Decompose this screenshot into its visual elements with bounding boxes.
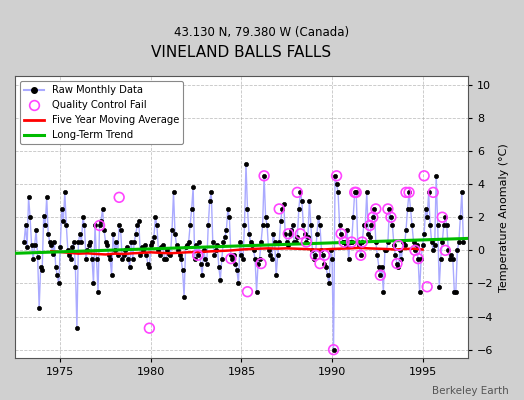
Point [411, 247, 419, 254]
Point [405, 189, 413, 196]
Point [293, 189, 301, 196]
Point [145, 325, 154, 331]
Legend: Raw Monthly Data, Quality Control Fail, Five Year Moving Average, Long-Term Tren: Raw Monthly Data, Quality Control Fail, … [20, 82, 183, 144]
Point [296, 230, 304, 237]
Point [193, 252, 202, 258]
Point [316, 260, 324, 267]
Point [311, 252, 320, 258]
Point [366, 222, 374, 229]
Point [95, 222, 104, 229]
Point [358, 239, 366, 245]
Point [438, 214, 446, 220]
Point [429, 189, 438, 196]
Point [387, 214, 395, 220]
Point [302, 239, 311, 245]
Point [414, 256, 422, 262]
Point [368, 214, 377, 220]
Point [384, 206, 392, 212]
Point [340, 239, 348, 245]
Text: Berkeley Earth: Berkeley Earth [432, 386, 508, 396]
Point [372, 206, 380, 212]
Point [394, 242, 402, 248]
Point [441, 247, 450, 254]
Point [402, 189, 410, 196]
Point [257, 260, 265, 267]
Point [260, 173, 268, 179]
Point [337, 230, 345, 237]
Point [420, 173, 428, 179]
Point [275, 206, 283, 212]
Point [347, 239, 356, 245]
Point [115, 194, 123, 200]
Point [352, 189, 361, 196]
Point [393, 260, 401, 267]
Y-axis label: Temperature Anomaly (°C): Temperature Anomaly (°C) [499, 143, 509, 292]
Title: VINELAND BALLS FALLS: VINELAND BALLS FALLS [151, 45, 332, 60]
Text: 43.130 N, 79.380 W (Canada): 43.130 N, 79.380 W (Canada) [174, 26, 350, 39]
Point [284, 230, 292, 237]
Point [227, 256, 235, 262]
Point [423, 284, 431, 290]
Point [332, 173, 341, 179]
Point [356, 252, 365, 258]
Point [330, 346, 338, 353]
Point [243, 288, 252, 295]
Point [351, 189, 359, 196]
Point [320, 252, 329, 258]
Point [376, 272, 385, 278]
